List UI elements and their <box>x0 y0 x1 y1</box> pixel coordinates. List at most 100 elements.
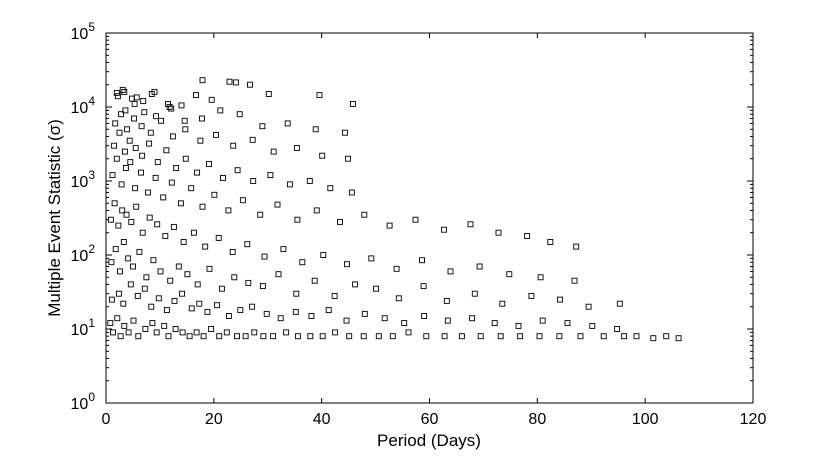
data-point <box>556 333 563 340</box>
data-point <box>217 107 224 114</box>
data-point <box>139 152 146 159</box>
data-point <box>573 243 580 250</box>
data-point <box>373 285 380 292</box>
data-point <box>441 226 448 233</box>
data-point <box>230 142 237 149</box>
data-point <box>184 271 191 278</box>
data-point <box>208 96 215 103</box>
data-point <box>142 326 149 332</box>
data-point <box>171 297 178 304</box>
y-tick-label: 103 <box>71 168 96 191</box>
data-point <box>234 333 240 340</box>
data-point <box>270 148 277 155</box>
data-point <box>263 310 270 317</box>
data-point <box>234 167 241 174</box>
data-point <box>441 333 448 340</box>
data-point <box>616 300 623 307</box>
data-point <box>128 218 135 225</box>
data-point <box>585 303 592 310</box>
data-point <box>293 290 300 297</box>
data-point <box>112 120 119 127</box>
data-point <box>557 296 563 303</box>
data-point <box>280 246 287 253</box>
y-axis-ticks: 100 101 102 103 104 105 <box>71 20 753 413</box>
data-point <box>121 88 128 95</box>
data-point <box>423 333 430 340</box>
data-point <box>223 329 230 336</box>
data-point <box>119 86 126 93</box>
data-point <box>126 137 133 144</box>
data-point <box>325 307 332 314</box>
data-point <box>146 214 153 221</box>
data-point <box>214 302 221 309</box>
data-point <box>150 257 157 264</box>
data-point <box>153 329 160 336</box>
data-point <box>600 333 607 340</box>
data-point <box>524 233 531 240</box>
data-point <box>239 197 246 204</box>
data-point <box>115 290 122 297</box>
data-point <box>154 159 161 166</box>
data-point <box>119 207 126 214</box>
data-point <box>199 77 206 84</box>
data-point <box>115 222 122 229</box>
data-point <box>152 174 159 181</box>
data-point <box>471 290 478 297</box>
data-point <box>331 292 338 299</box>
x-tick-label: 60 <box>421 411 439 428</box>
data-point <box>143 274 150 281</box>
data-point <box>153 113 160 120</box>
data-point <box>163 307 170 314</box>
data-point <box>145 189 152 196</box>
data-point <box>515 322 522 329</box>
data-point <box>138 169 144 176</box>
data-point <box>177 200 184 207</box>
data-point <box>231 274 238 281</box>
data-point <box>149 320 156 327</box>
data-point <box>401 320 408 327</box>
data-point <box>127 159 134 166</box>
data-point <box>499 300 506 307</box>
data-point <box>319 152 326 159</box>
data-point <box>133 94 140 101</box>
data-point <box>274 201 281 208</box>
data-point <box>249 136 256 143</box>
data-point <box>132 185 139 192</box>
data-point <box>148 303 155 310</box>
data-point <box>517 333 524 340</box>
data-point <box>190 229 197 236</box>
data-point <box>345 155 352 162</box>
data-point <box>213 131 219 138</box>
data-point <box>186 333 193 340</box>
data-point <box>114 93 121 100</box>
x-tick-label: 120 <box>740 411 767 428</box>
data-point <box>312 126 319 133</box>
data-point <box>225 207 232 214</box>
data-point <box>491 320 498 327</box>
data-point <box>294 216 301 223</box>
data-point <box>226 78 233 85</box>
data-point <box>132 144 139 151</box>
data-point <box>199 115 205 122</box>
data-point <box>237 307 244 314</box>
data-point <box>188 185 195 192</box>
data-point <box>477 333 484 340</box>
data-point <box>127 281 134 288</box>
data-point <box>458 333 465 340</box>
data-point <box>277 315 284 322</box>
data-point <box>173 165 180 171</box>
data-point <box>245 279 252 286</box>
data-point <box>650 335 657 342</box>
data-point <box>443 297 450 304</box>
data-point <box>218 285 225 292</box>
data-point <box>161 322 168 329</box>
data-point <box>168 179 175 186</box>
data-point <box>113 155 120 162</box>
data-point <box>283 329 290 336</box>
data-point <box>614 326 621 332</box>
data-point <box>412 216 419 223</box>
data-point <box>165 333 172 340</box>
x-tick-label: 80 <box>528 411 546 428</box>
data-point <box>133 203 140 210</box>
data-point <box>495 229 502 236</box>
